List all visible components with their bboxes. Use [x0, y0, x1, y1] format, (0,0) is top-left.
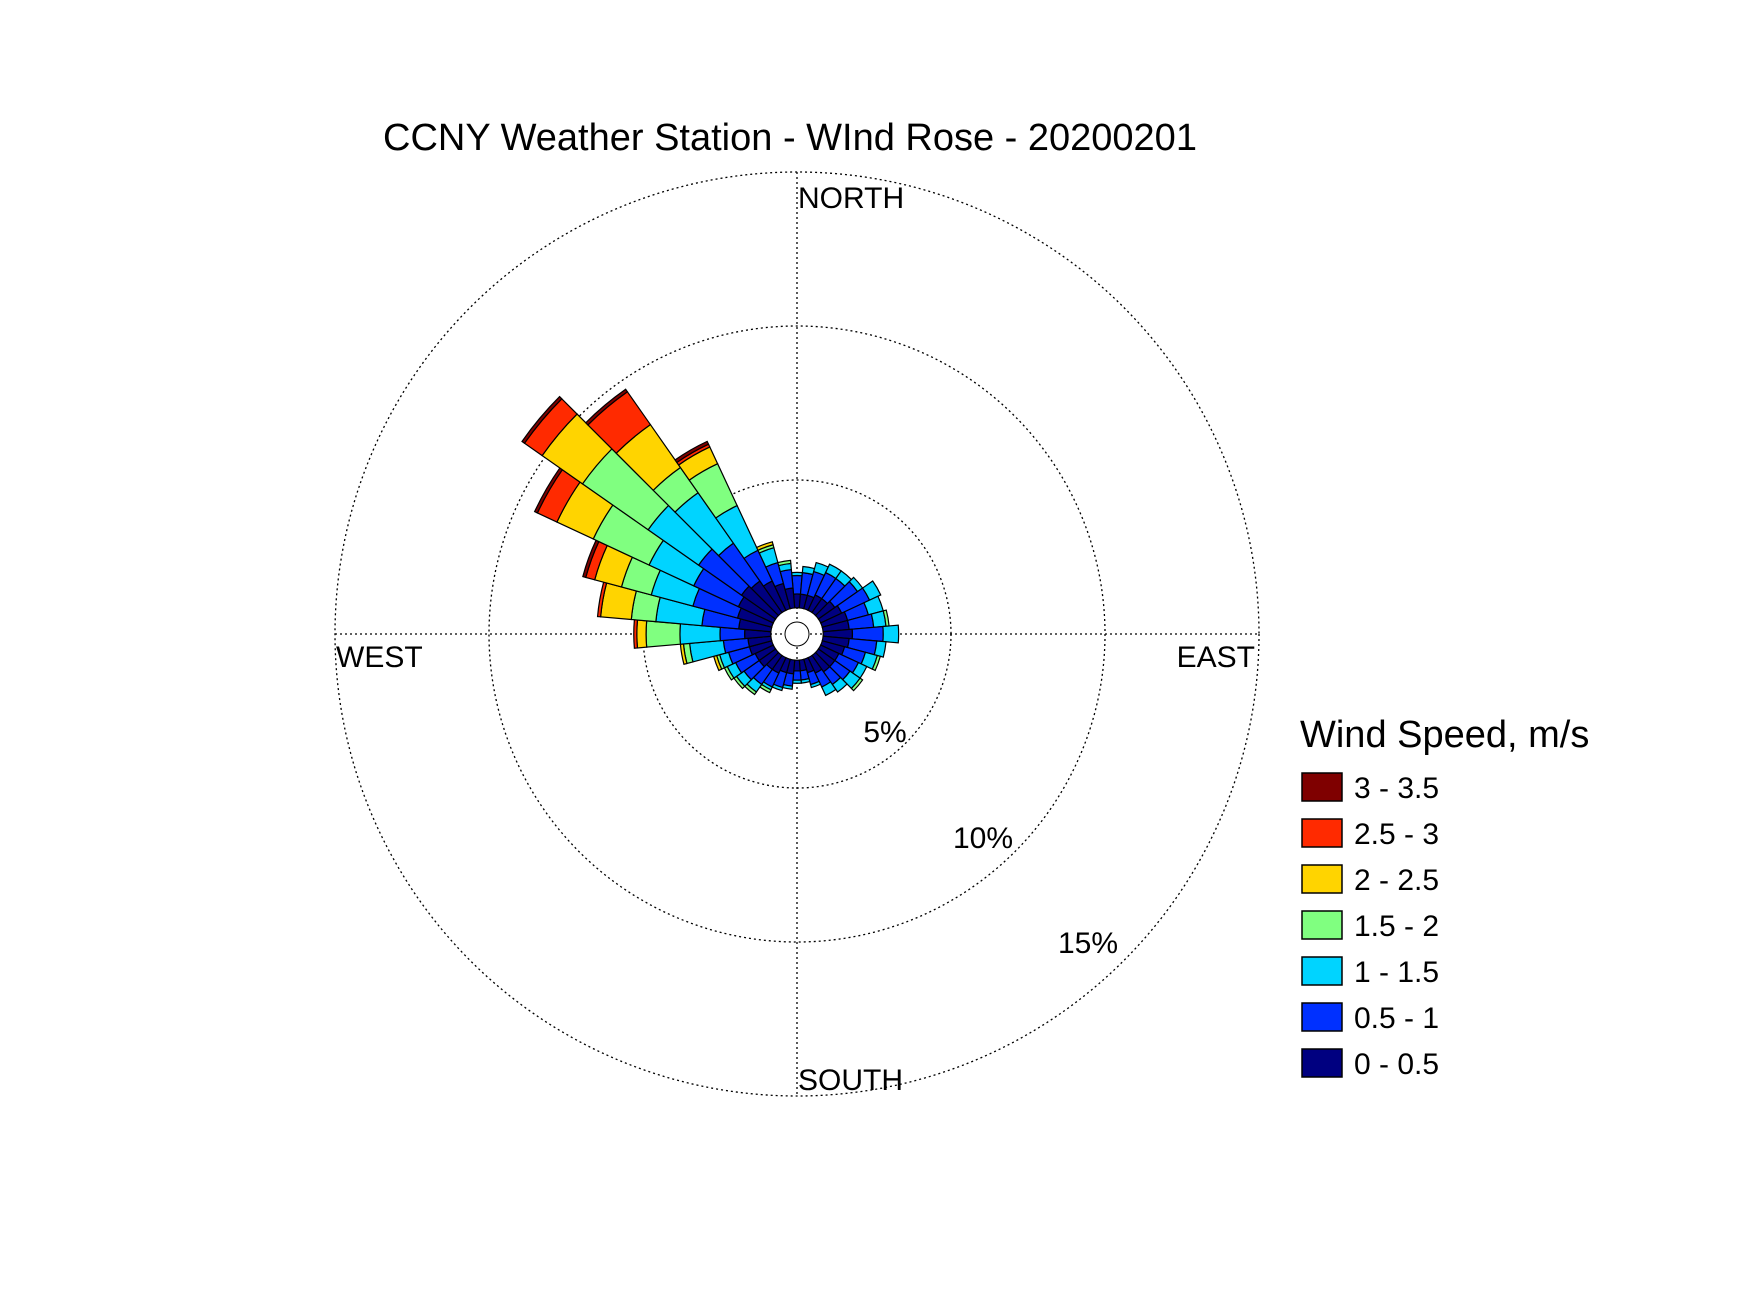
- wind-bar-0-bin-2: [790, 571, 804, 577]
- legend: Wind Speed, m/s 3 - 3.5 2.5 - 3 2 - 2.5 1.5…: [1300, 714, 1589, 1081]
- legend-swatch-6: [1301, 1048, 1343, 1078]
- legend-swatch-5: [1301, 1002, 1343, 1032]
- wind-bars: [521, 388, 900, 697]
- wind-bar-90-bin-2: [882, 624, 900, 644]
- legend-label-4: 1 - 1.5: [1354, 956, 1439, 989]
- wind-bar-150-bin-2: [820, 681, 837, 697]
- wind-bar-170-bin-2: [800, 677, 811, 684]
- wind-bar-130-bin-3: [850, 677, 864, 692]
- label-west: WEST: [336, 641, 423, 674]
- legend-swatch-1: [1301, 818, 1343, 848]
- wind-bar-340-bin-4: [755, 541, 774, 552]
- wind-bar-310-bin-6: [521, 395, 563, 445]
- legend-swatch-4: [1301, 956, 1343, 986]
- radial-tick-15: 15%: [1058, 927, 1118, 960]
- wind-bar-270-bin-5: [633, 619, 639, 649]
- legend-label-3: 1.5 - 2: [1354, 910, 1439, 943]
- wind-bar-60-bin-2: [861, 580, 882, 601]
- wind-bar-110-bin-3: [871, 654, 882, 672]
- radial-tick-5: 5%: [863, 716, 906, 749]
- wind-bar-330-bin-6: [674, 440, 710, 464]
- legend-label-6: 0 - 0.5: [1354, 1048, 1439, 1081]
- wind-bar-180-bin-2: [792, 679, 802, 684]
- label-south: SOUTH: [798, 1064, 903, 1097]
- legend-items: 3 - 3.5 2.5 - 3 2 - 2.5 1.5 - 2 1 - 1.5 0.5 -…: [1301, 772, 1439, 1081]
- legend-title: Wind Speed, m/s: [1300, 714, 1589, 756]
- wind-bar-100-bin-2: [873, 640, 887, 658]
- legend-swatch-3: [1301, 910, 1343, 940]
- legend-label-1: 2.5 - 3: [1354, 818, 1439, 851]
- wind-bar-270-bin-4: [636, 619, 648, 649]
- wind-bar-270-bin-3: [645, 620, 682, 648]
- center-hole: [784, 621, 810, 647]
- legend-label-0: 3 - 3.5: [1354, 772, 1439, 805]
- wind-bar-160-bin-2: [809, 680, 822, 689]
- legend-swatch-2: [1301, 864, 1343, 894]
- chart-title: CCNY Weather Station - WInd Rose - 20200…: [383, 117, 1197, 159]
- legend-swatch-0: [1301, 772, 1343, 802]
- wind-bar-140-bin-2: [831, 676, 848, 693]
- radial-tick-10: 10%: [953, 822, 1013, 855]
- label-east: EAST: [1177, 641, 1255, 674]
- legend-label-5: 0.5 - 1: [1354, 1002, 1439, 1035]
- legend-label-2: 2 - 2.5: [1354, 864, 1439, 897]
- wind-bar-320-bin-6: [584, 388, 629, 426]
- label-north: NORTH: [798, 182, 904, 215]
- wind-bar-350-bin-3: [777, 559, 792, 567]
